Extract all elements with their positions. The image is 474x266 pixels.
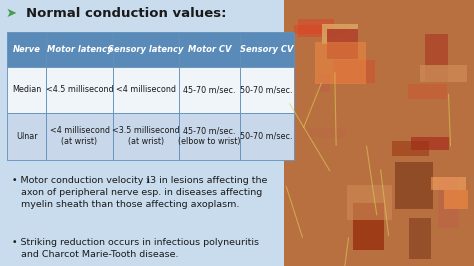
Bar (332, 148, 381, 171)
Bar (387, 117, 439, 169)
Text: <3.5 millisecond
(at wrist): <3.5 millisecond (at wrist) (112, 126, 180, 146)
Text: Motor latency: Motor latency (47, 45, 112, 54)
Bar (389, 74, 422, 106)
Bar (113, 32, 179, 66)
Text: Median: Median (12, 85, 41, 94)
Bar (113, 113, 179, 160)
Bar (332, 62, 376, 100)
Bar (113, 66, 179, 113)
Bar (324, 88, 354, 111)
Text: ➤: ➤ (6, 7, 17, 20)
Bar (407, 192, 457, 218)
Bar (7, 66, 46, 113)
Bar (319, 0, 353, 51)
Text: Normal conduction values:: Normal conduction values: (26, 7, 227, 20)
Bar (327, 188, 348, 202)
Bar (46, 66, 113, 113)
Text: 50-70 m/sec.: 50-70 m/sec. (240, 132, 293, 141)
Bar (382, 112, 423, 136)
Bar (46, 32, 113, 66)
Bar (351, 3, 379, 48)
Bar (387, 153, 443, 199)
Bar (46, 113, 113, 160)
Text: • Striking reduction occurs in infectious polyneuritis
   and Charcot Marie-Toot: • Striking reduction occurs in infectiou… (12, 238, 259, 259)
Bar (427, 168, 441, 194)
Bar (309, 113, 360, 140)
Text: <4 millisecond: <4 millisecond (116, 85, 176, 94)
Text: • Motor conduction velocity ℹ3 in lesions affecting the
   axon of peripheral ne: • Motor conduction velocity ℹ3 in lesion… (12, 176, 267, 209)
Text: Sensory CV: Sensory CV (240, 45, 293, 54)
Bar (7, 32, 46, 66)
Bar (239, 66, 294, 113)
Bar (7, 113, 46, 160)
Text: Sensory latency: Sensory latency (108, 45, 184, 54)
Bar (239, 113, 294, 160)
Bar (389, 36, 418, 55)
Text: Ulnar: Ulnar (16, 132, 37, 141)
Bar (179, 66, 239, 113)
Text: <4 millisecond
(at wrist): <4 millisecond (at wrist) (50, 126, 109, 146)
Bar (346, 221, 377, 260)
Bar (239, 32, 294, 66)
Bar (284, 0, 474, 266)
Bar (366, 28, 412, 66)
Bar (179, 113, 239, 160)
Text: Nerve: Nerve (13, 45, 41, 54)
Bar (331, 90, 356, 135)
Bar (338, 82, 385, 122)
Bar (392, 46, 449, 55)
Text: <4.5 millisecond: <4.5 millisecond (46, 85, 113, 94)
Bar (179, 32, 239, 66)
Text: 50-70 m/sec.: 50-70 m/sec. (240, 85, 293, 94)
Text: Motor CV: Motor CV (188, 45, 231, 54)
Text: 45-70 m/sec.
(elbow to wrist): 45-70 m/sec. (elbow to wrist) (178, 126, 241, 146)
Text: 45-70 m/sec.: 45-70 m/sec. (183, 85, 236, 94)
Bar (443, 149, 458, 194)
